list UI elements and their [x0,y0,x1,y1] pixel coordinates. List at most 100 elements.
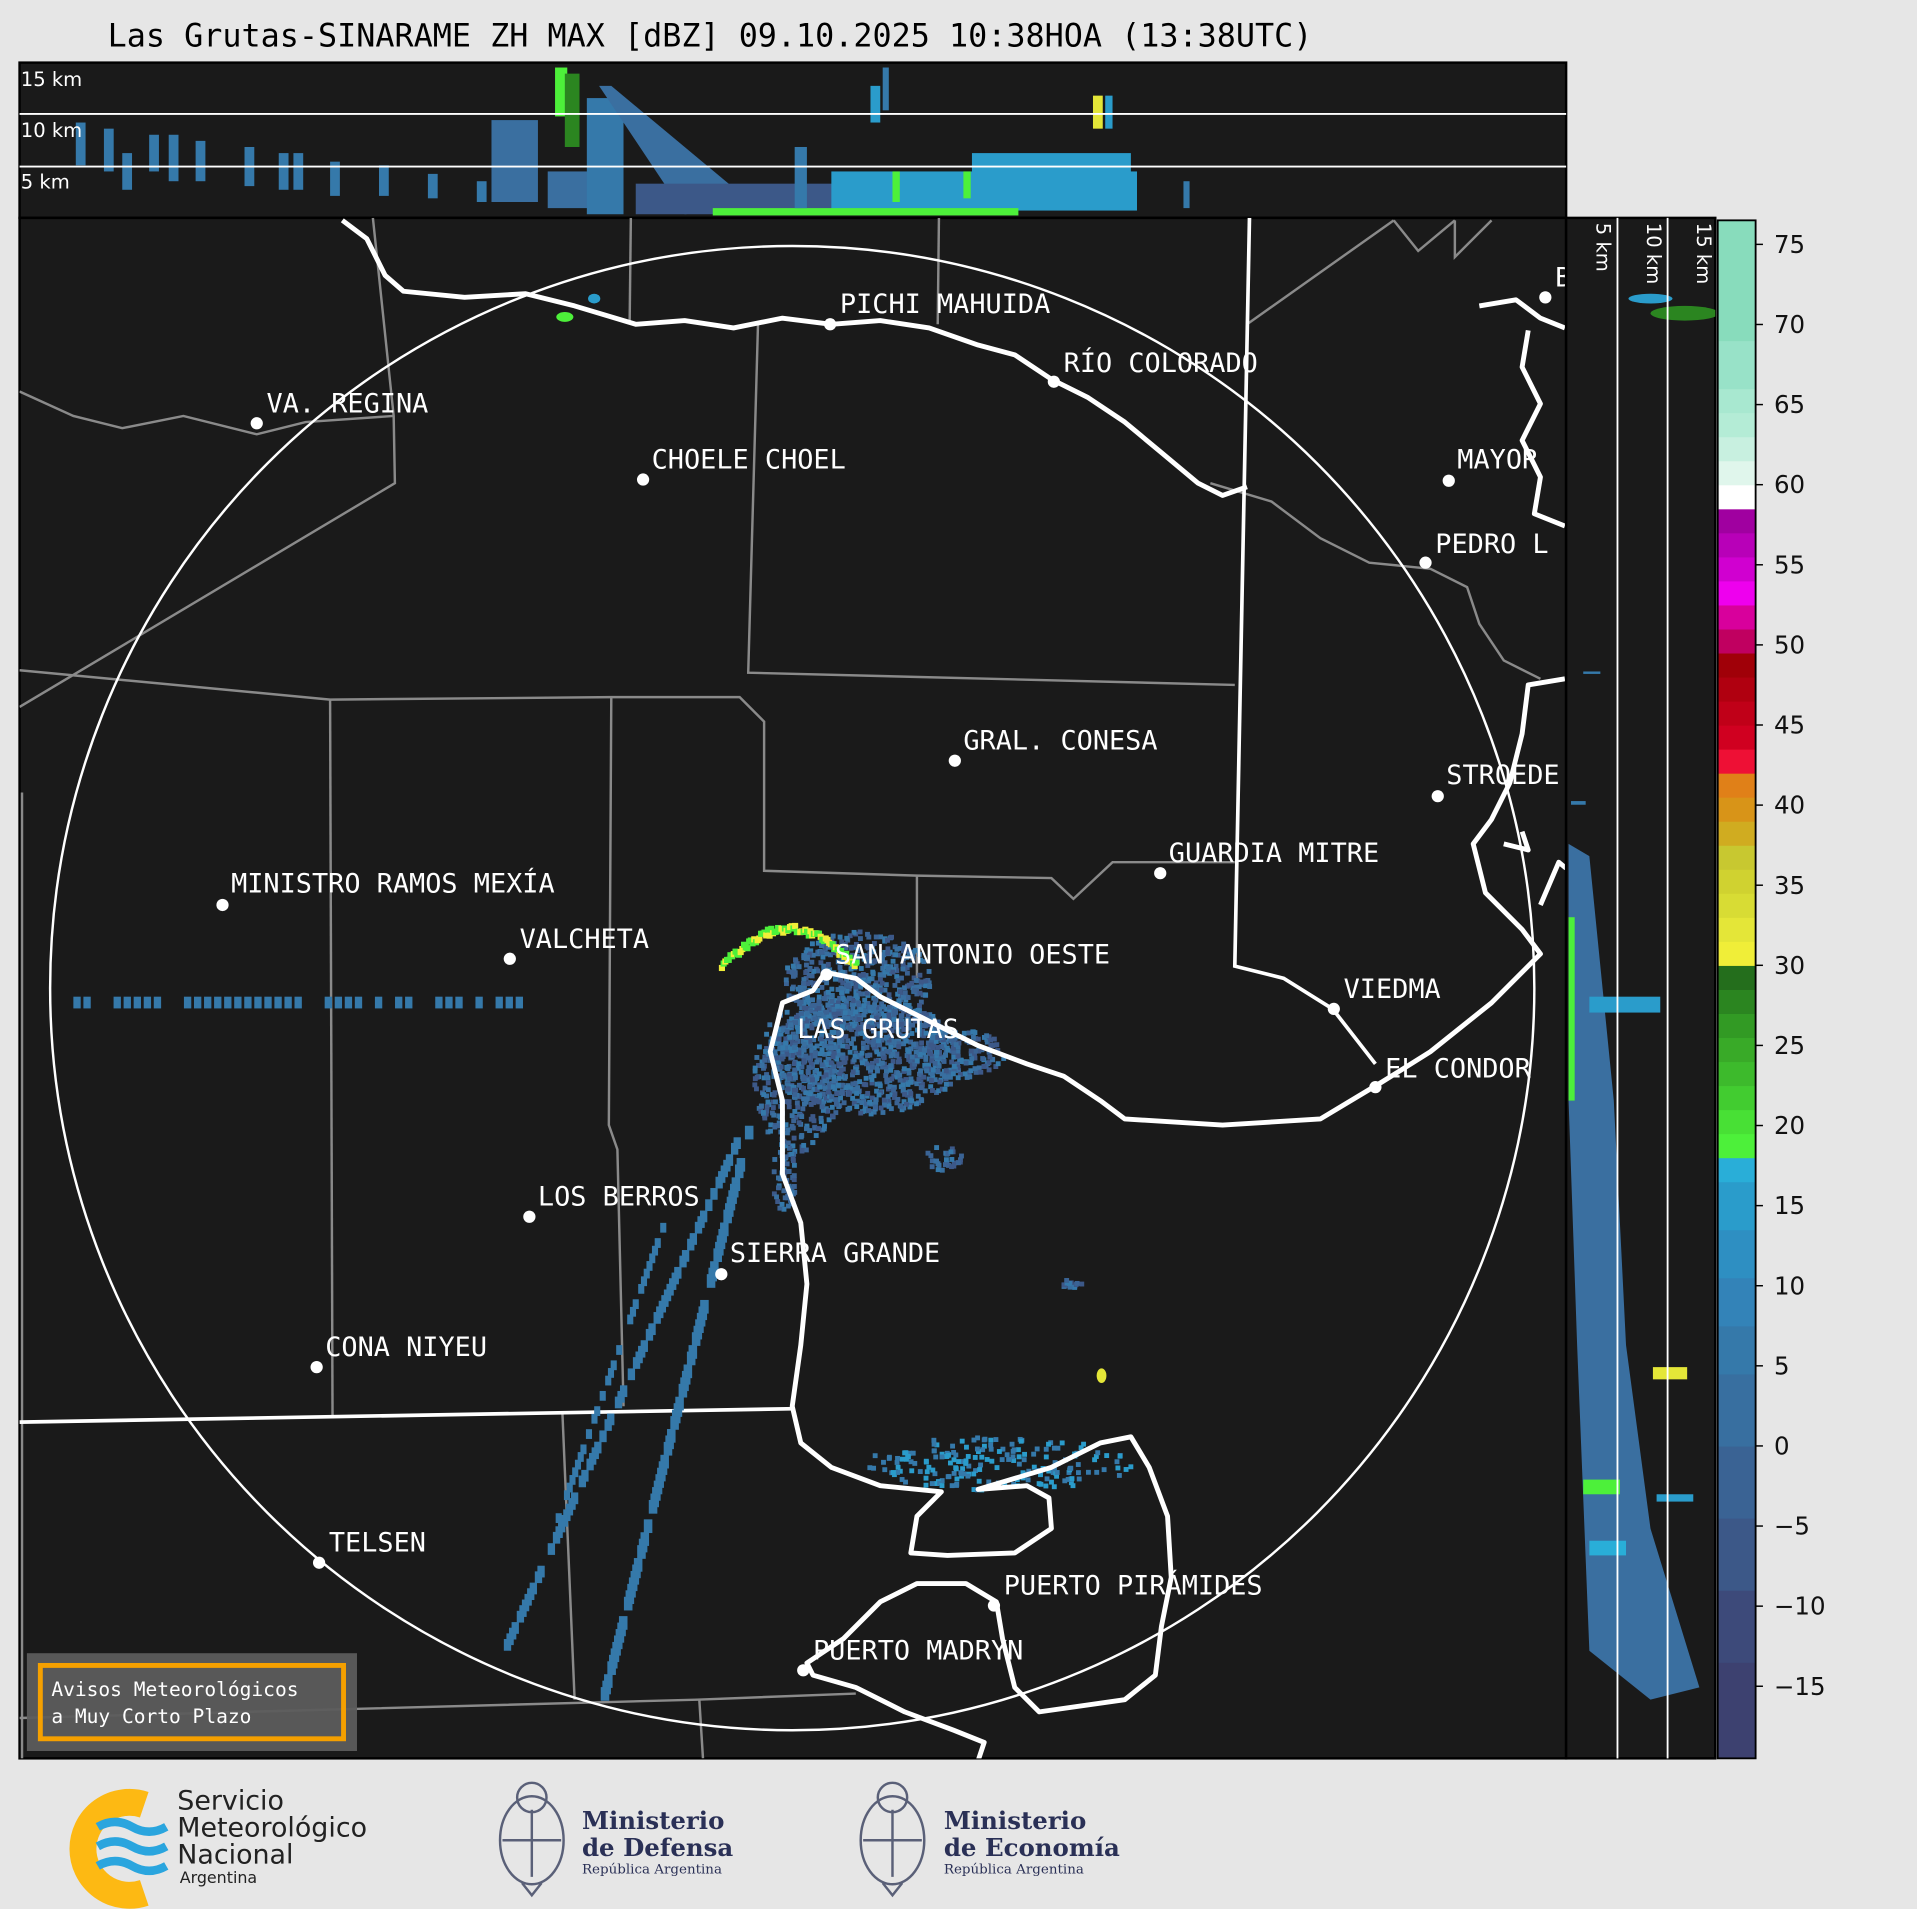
echo-pixel [790,1035,795,1041]
echo-pixel [918,957,924,963]
echo-pixel [929,1071,935,1077]
echo-pixel [894,974,900,980]
echo-pixel [858,1013,863,1019]
radar-map[interactable]: PICHI MAHUIDA RÍO COLORADO VA. REGINA CHOEL… [18,216,1572,1761]
echo-pixel [765,1099,771,1105]
echo-pixel [850,1096,856,1101]
echo-pixel [905,1082,911,1087]
echo-pixel [932,1077,938,1083]
echo-pixel [836,1043,842,1049]
coast-line [1503,830,1531,853]
echo-pixel [1068,1480,1074,1486]
city-dot-icon [948,754,961,767]
echo-pixel [881,1459,886,1465]
echo-pixel [823,1065,829,1071]
echo-pixel [805,995,811,1001]
echo-pixel [909,1031,915,1036]
echo-pixel [244,996,252,1009]
echo-pixel [785,965,790,971]
echo-pixel [563,1490,571,1501]
echo-pixel [917,1003,922,1008]
echo-pixel [923,1458,929,1464]
city-dot-icon [636,473,650,486]
echo-pixel [840,1055,845,1061]
echo-pixel [807,1091,813,1097]
echo-pixel [841,1015,847,1021]
echo-pixel [850,1069,856,1075]
boundary-line [746,324,1235,687]
echo-pixel [981,1064,987,1069]
profile-echo [892,171,900,203]
echo-pixel [723,1209,732,1224]
echo-pixel [752,1082,758,1088]
echo-pixel [813,1070,819,1076]
height-label-10km: 10 km [21,119,82,142]
echo-pixel [993,1437,999,1442]
boundary-line [628,217,633,325]
echo-pixel [764,1072,769,1078]
colorbar-band [1717,773,1756,798]
echo-pixel [784,1051,790,1057]
echo-pixel [764,1103,770,1109]
city-markers: PICHI MAHUIDA RÍO COLORADO VA. REGINA CHOEL… [216,262,1571,1677]
echo-pixel [113,996,121,1009]
echo-pixel [865,1024,871,1030]
echo-pixel [968,1051,974,1057]
echo-pixel [883,982,889,988]
echo-pixel [934,1442,940,1448]
echo-pixel [930,1074,936,1080]
province-boundaries [19,217,1541,1759]
echo-pixel [917,972,923,978]
echo-pixel [891,1022,897,1028]
echo-pixel [885,946,891,952]
colorbar-band [1717,845,1756,870]
echo-pixel [1067,1466,1073,1471]
echo-pixel [888,1106,894,1112]
echo-pixel [893,963,899,969]
echo-pixel [818,960,824,966]
echo-pixel [963,1060,969,1066]
echo-pixel [810,1096,816,1102]
echo-pixel [838,1095,843,1101]
echo-pixel [798,1069,804,1075]
echo-pixel [789,1113,795,1119]
echo-pixel [354,996,363,1009]
echo-pixel [771,1112,777,1118]
echo-pixel [885,937,890,943]
echo-pixel [890,1470,896,1475]
echo-pixel [1018,1438,1024,1444]
warning-line-2: a Muy Corto Plazo [51,1705,251,1728]
profile-echo [1568,917,1575,1101]
echo-pixel [864,943,870,949]
echo-pixel [914,1058,920,1064]
echo-pixel [954,1476,960,1482]
smn-logo: Servicio Meteorológico Nacional Argentin… [69,1786,367,1909]
warning-box[interactable]: Avisos Meteorológicos a Muy Corto Plazo [26,1653,357,1752]
colorbar-band [1717,941,1756,966]
echo-pixel [921,1074,927,1080]
echo-pixel [851,1036,856,1042]
echo-pixel [967,1074,973,1080]
echo-pixel [1075,1462,1081,1467]
echo-pixel [848,1021,854,1027]
echo-pixel [781,1027,787,1033]
echo-pixel [859,1100,865,1105]
echo-pixel [923,1482,929,1488]
echo-pixel [874,1004,880,1010]
echo-pixel [763,1111,769,1117]
echo-pixel [892,1095,897,1100]
boundary-line [19,390,394,436]
echo-pixel [984,1457,990,1462]
echo-pixel [826,1085,832,1090]
echo-pixel [632,1357,641,1369]
smn-waves-icon [95,1817,169,1876]
echo-pixel [865,931,870,937]
colorbar-band [1717,652,1756,678]
echo-pixel [787,1090,793,1096]
echo-pixel [929,1164,935,1170]
echo-pixel [775,1175,781,1181]
echo-pixel [864,1045,870,1050]
echo-pixel [718,964,725,972]
echo-pixel [792,1034,798,1040]
city-label: B [1555,262,1571,293]
